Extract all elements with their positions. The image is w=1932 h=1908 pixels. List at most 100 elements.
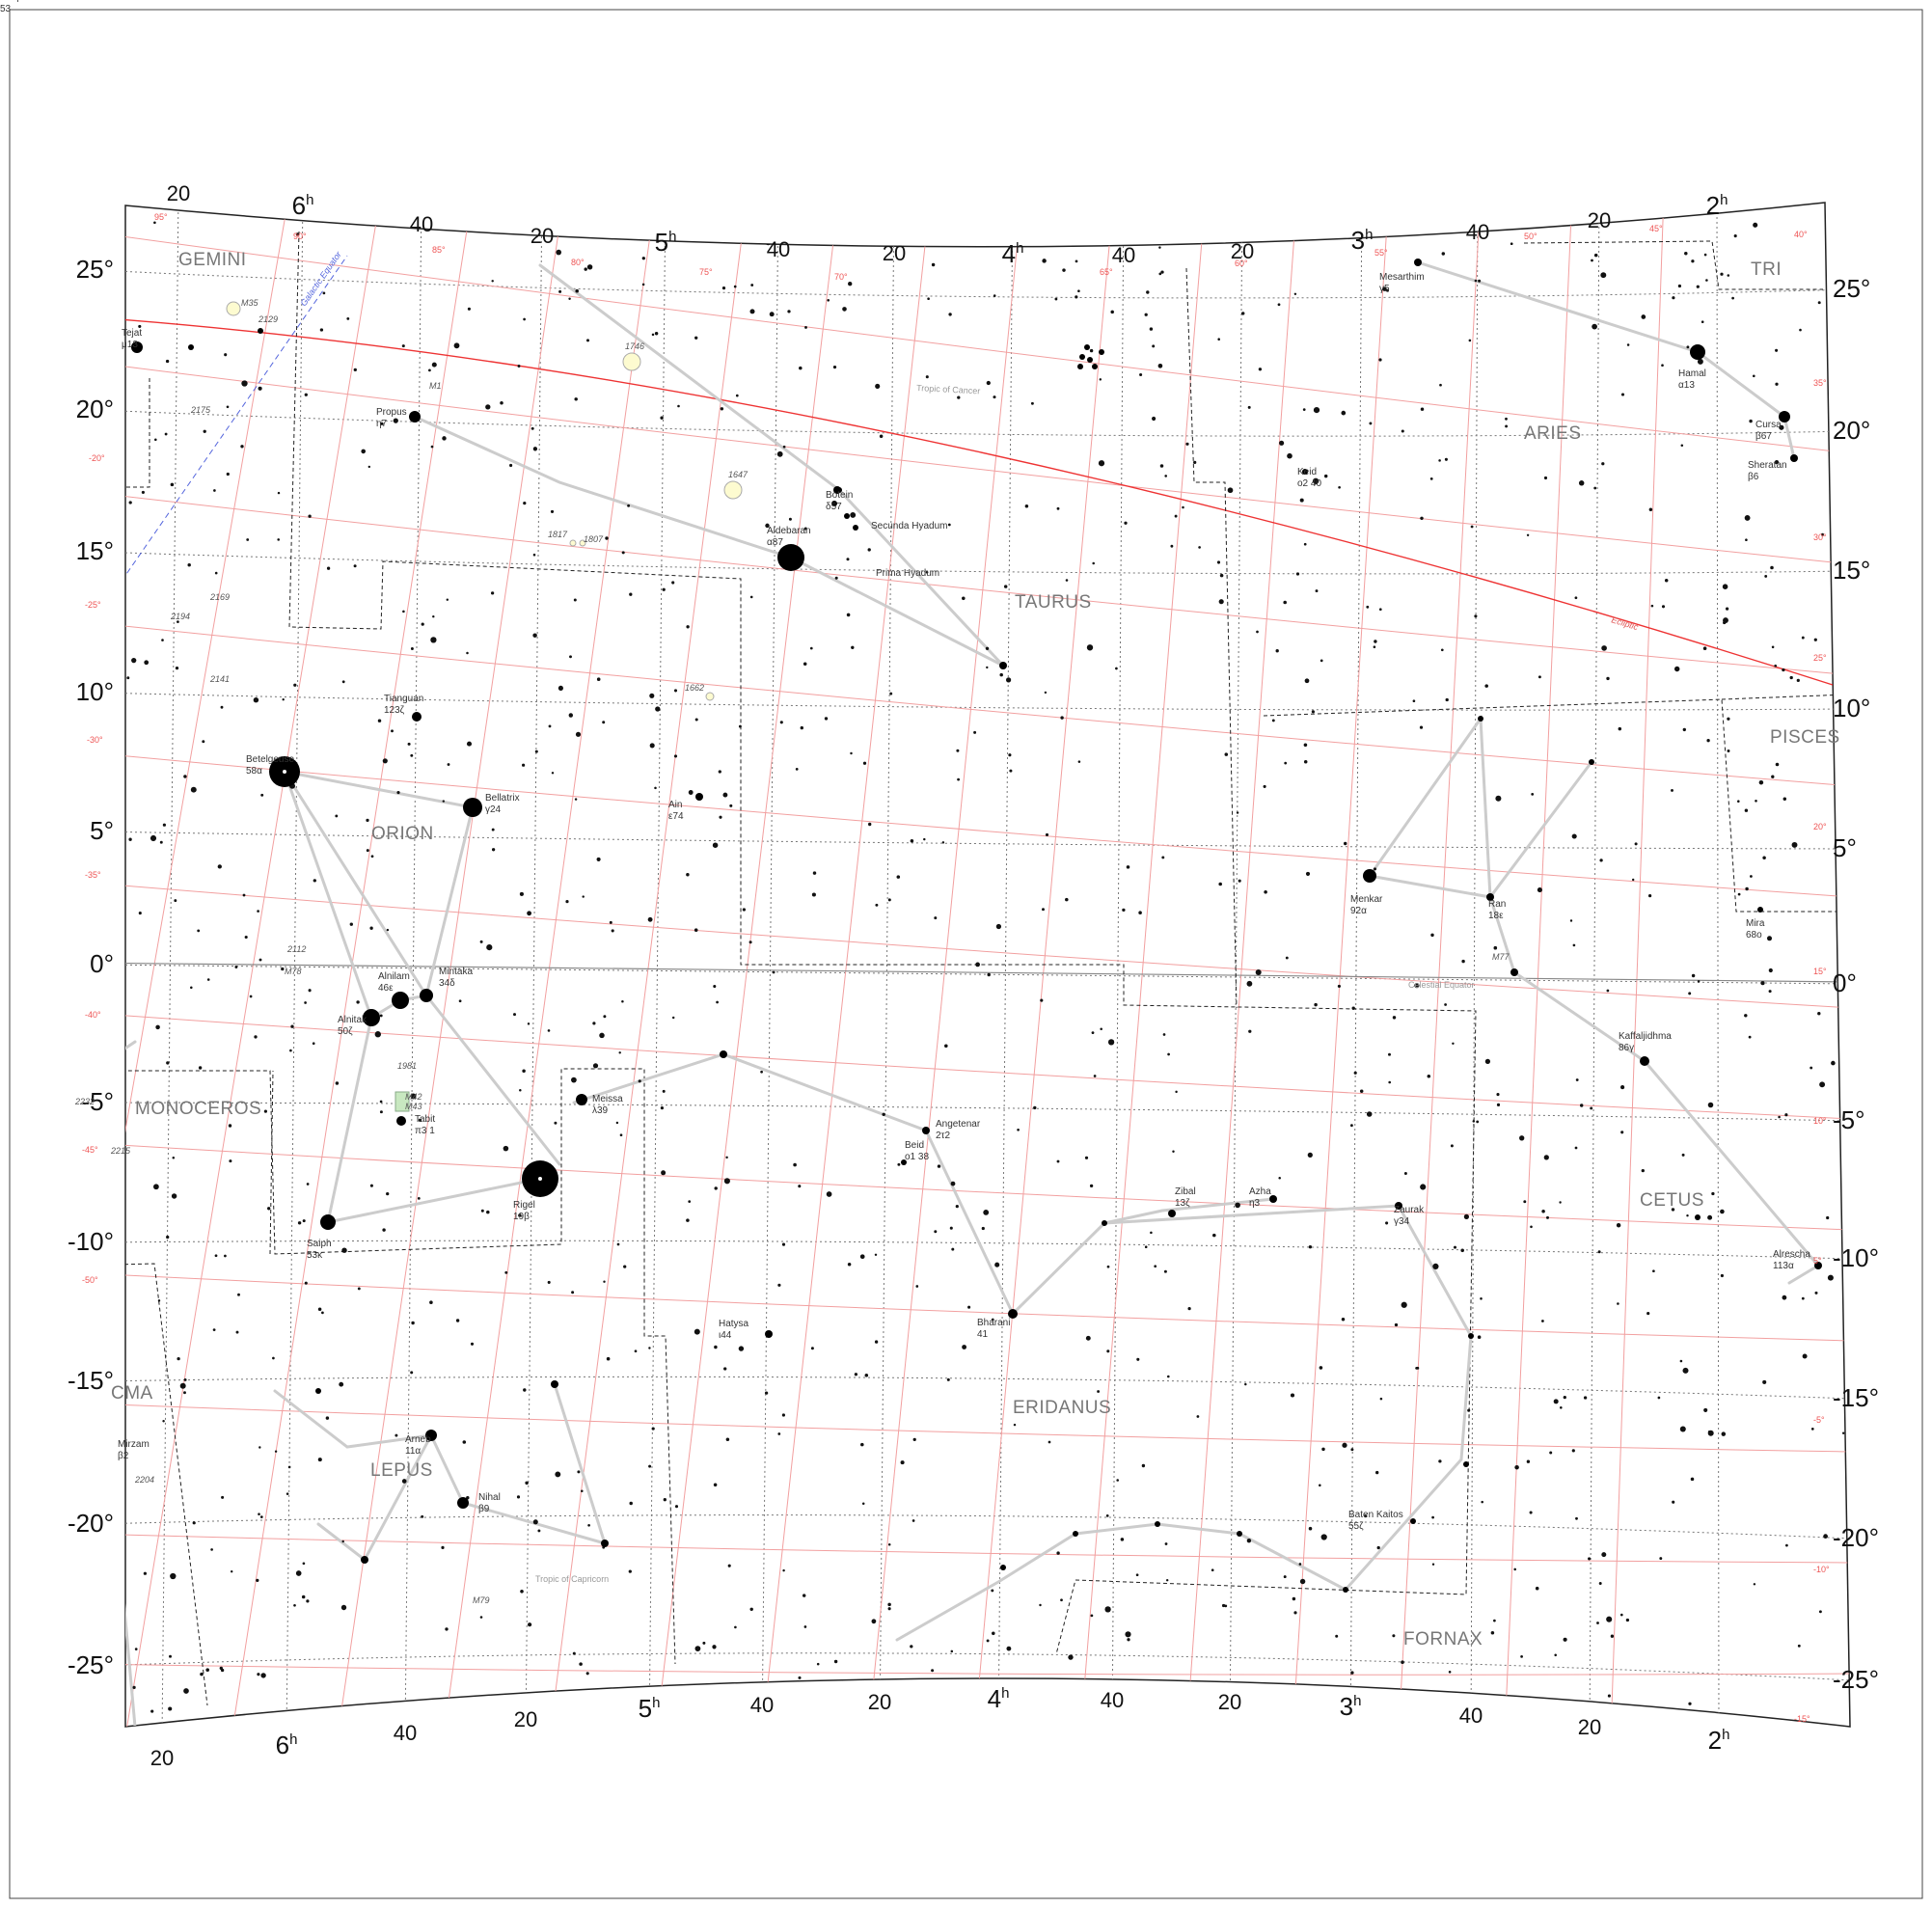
star-name-label: Alrescha — [1773, 1249, 1810, 1260]
star — [302, 1562, 306, 1566]
star — [1652, 1269, 1655, 1273]
star — [249, 995, 253, 998]
star — [179, 1382, 186, 1389]
star — [1841, 1431, 1845, 1435]
star — [527, 1022, 531, 1025]
star — [1364, 1514, 1368, 1518]
star — [1599, 859, 1603, 862]
star-designation-label: β67 — [1755, 431, 1772, 442]
star — [827, 298, 830, 302]
star-name-label: Hamal — [1678, 368, 1706, 379]
star — [267, 1207, 271, 1211]
star — [803, 1625, 807, 1628]
star — [1319, 1366, 1323, 1370]
constellation-name: CMA — [111, 1383, 153, 1404]
star — [1720, 1209, 1725, 1214]
star-name-label: Sceptrum — [0, 0, 41, 3]
star — [1255, 968, 1262, 976]
star — [315, 1388, 321, 1394]
ra-label-bottom: 20 — [514, 1707, 537, 1731]
star — [1374, 640, 1377, 643]
star — [551, 772, 555, 775]
star — [1182, 505, 1184, 509]
star — [175, 666, 179, 670]
star — [1535, 1586, 1539, 1591]
star — [1592, 323, 1597, 330]
star — [1681, 1153, 1685, 1157]
dec-label-left: 25° — [76, 255, 114, 284]
dec-label-left: -20° — [68, 1509, 114, 1538]
star — [363, 1009, 380, 1026]
star — [396, 1116, 406, 1126]
dec-label-right: -10° — [1833, 1243, 1879, 1272]
star — [1472, 1120, 1476, 1123]
star — [1284, 761, 1288, 765]
galactic-equator-line — [125, 255, 348, 638]
star — [915, 1285, 919, 1288]
star — [616, 1242, 620, 1246]
star — [1401, 429, 1404, 433]
star — [1785, 1543, 1788, 1547]
star — [649, 693, 655, 698]
star — [1752, 374, 1755, 378]
star — [831, 501, 837, 506]
star — [1087, 357, 1093, 363]
star — [581, 1489, 584, 1493]
star-name-label: Mesarthim — [1379, 272, 1425, 283]
star — [491, 848, 496, 852]
star — [1673, 666, 1680, 672]
star — [441, 1545, 445, 1549]
star — [1218, 882, 1222, 886]
star — [967, 1305, 971, 1309]
star — [277, 491, 281, 495]
star — [1496, 1103, 1501, 1106]
star — [1382, 286, 1387, 291]
star — [1419, 725, 1424, 729]
star — [860, 1442, 864, 1447]
dec-label-right: -20° — [1833, 1523, 1879, 1552]
star — [1302, 408, 1306, 411]
star — [1054, 297, 1058, 301]
star — [420, 989, 433, 1002]
star — [1707, 1102, 1714, 1108]
star — [153, 221, 156, 225]
star — [162, 823, 166, 827]
star — [1731, 296, 1734, 300]
star — [1015, 1705, 1021, 1711]
star — [1414, 982, 1420, 989]
star — [900, 1460, 905, 1465]
star — [1086, 644, 1094, 651]
star — [1062, 268, 1066, 272]
star — [1510, 968, 1518, 976]
star — [1244, 1382, 1247, 1386]
altitude-label: -10° — [1813, 1565, 1830, 1574]
star — [729, 804, 733, 807]
star — [554, 1121, 558, 1125]
star — [1196, 1415, 1200, 1418]
star — [1560, 1406, 1563, 1409]
star — [522, 763, 526, 767]
star — [1388, 1052, 1391, 1056]
star — [776, 450, 783, 457]
star — [1537, 887, 1542, 893]
star — [1610, 1634, 1615, 1638]
star — [289, 1049, 292, 1052]
star — [1575, 1078, 1579, 1081]
star — [393, 418, 398, 423]
star — [850, 751, 853, 755]
star-designation-label: 50ζ — [338, 1026, 353, 1037]
star — [1139, 372, 1143, 377]
star — [1337, 984, 1341, 988]
star — [576, 1094, 587, 1105]
star — [534, 750, 538, 753]
star — [341, 1540, 344, 1543]
star — [719, 815, 722, 819]
star — [1677, 284, 1682, 288]
rigel-highlight — [538, 1177, 542, 1181]
star — [1606, 989, 1610, 993]
star — [1661, 605, 1666, 609]
star-designation-label: 46ε — [378, 983, 394, 994]
star — [1553, 1399, 1559, 1404]
star-name-label: Tejat — [122, 328, 142, 339]
star — [574, 397, 578, 401]
